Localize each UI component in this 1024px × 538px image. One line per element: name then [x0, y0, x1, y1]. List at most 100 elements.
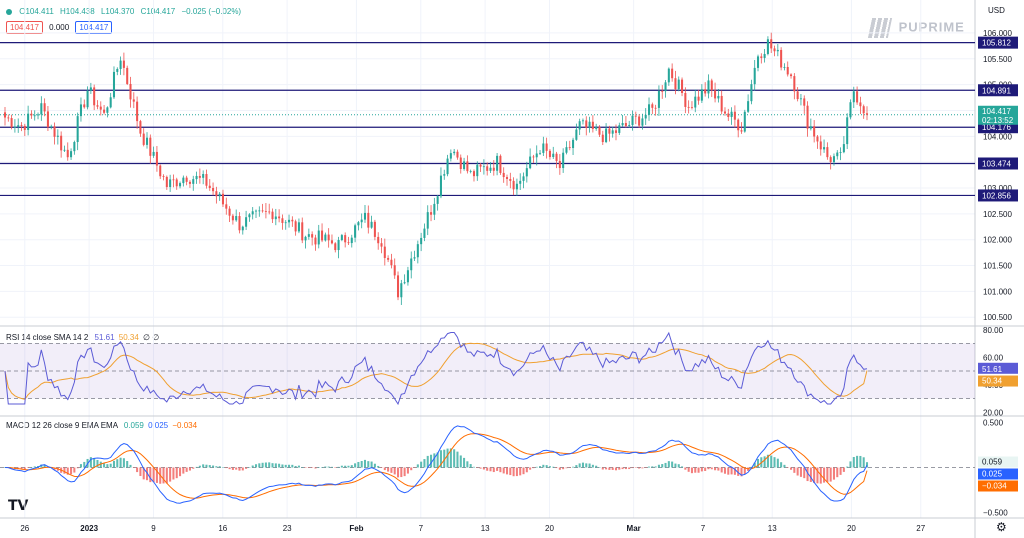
- candle-body: [410, 258, 413, 271]
- ask-badge[interactable]: 104.417: [75, 21, 113, 34]
- macd-histogram-bar: [400, 467, 403, 478]
- candle-body: [390, 259, 393, 266]
- candle-body: [198, 175, 201, 178]
- price-tick-label: 101.000: [983, 287, 1012, 296]
- ohlc-close: C104.417: [140, 7, 176, 16]
- candle-body: [278, 216, 281, 219]
- candle-body: [264, 211, 267, 212]
- macd-histogram-bar: [324, 466, 327, 468]
- macd-histogram-bar: [377, 465, 380, 468]
- time-tick-label: 20: [847, 524, 856, 533]
- level-badge-label: 105.812: [982, 39, 1011, 48]
- candle-body: [218, 193, 221, 197]
- candle-body: [367, 212, 370, 228]
- macd-histogram-bar: [581, 462, 584, 468]
- time-axis[interactable]: 26 2023 9 16 23 Feb 7 13 20 Mar 7 13 20 27: [20, 524, 925, 533]
- price-tick-label: 102.500: [983, 210, 1012, 219]
- macd-histogram-bar: [357, 461, 360, 468]
- candle-body: [796, 91, 799, 100]
- macd-histogram-bar: [145, 467, 149, 481]
- candle-body: [268, 211, 271, 213]
- macd-histogram-bar: [512, 467, 515, 477]
- macd-histogram-bar: [330, 466, 333, 468]
- candle-body: [393, 265, 396, 276]
- candle-body: [601, 134, 604, 143]
- macd-histogram-bar: [515, 467, 518, 477]
- macd-histogram-bar: [601, 467, 604, 470]
- candle-body: [254, 210, 258, 212]
- macd-histogram-bar: [611, 467, 614, 470]
- macd-histogram-bar: [608, 467, 611, 470]
- settings-gear-icon[interactable]: ⚙: [996, 520, 1007, 534]
- candle-body: [641, 118, 644, 126]
- candle-body: [790, 74, 793, 77]
- macd-histogram-bar: [175, 467, 178, 479]
- candle-body: [403, 282, 406, 284]
- macd-histogram-bar: [354, 463, 357, 468]
- candle-body: [852, 91, 855, 103]
- macd-histogram-bar: [218, 466, 221, 468]
- macd-histogram-bar: [76, 467, 79, 469]
- macd-histogram-bar: [188, 467, 191, 471]
- macd-histogram-bar: [681, 466, 684, 468]
- candle-body: [99, 106, 102, 110]
- price-axis[interactable]: 106.000105.500105.000104.500104.000103.5…: [978, 29, 1018, 518]
- candle-body: [360, 219, 363, 223]
- candle-body: [730, 111, 733, 118]
- candle-body: [103, 109, 106, 113]
- macd-histogram-bar: [152, 467, 155, 483]
- macd-histogram-bar: [122, 458, 125, 468]
- candle-body: [723, 111, 727, 114]
- candle-body: [865, 113, 869, 115]
- candle-body: [37, 114, 40, 116]
- candle-body: [482, 166, 485, 168]
- candle-body: [832, 156, 835, 163]
- candle-body: [588, 121, 591, 128]
- macd-histogram-bar: [423, 459, 426, 468]
- macd-title: MACD 12 26 close 9 EMA EMA: [6, 421, 118, 430]
- macd-histogram-bar: [790, 467, 793, 470]
- macd-histogram-bar: [572, 466, 575, 468]
- macd-histogram-bar: [304, 467, 307, 468]
- candle-body: [330, 240, 333, 244]
- macd-histogram-bar: [33, 466, 36, 468]
- macd-histogram-bar: [657, 464, 660, 468]
- candle-body: [809, 126, 812, 129]
- macd-histogram-bar: [136, 467, 139, 473]
- macd-histogram-bar: [416, 464, 419, 468]
- candle-body: [608, 128, 611, 134]
- candle-body: [740, 130, 743, 132]
- currency-label[interactable]: USD: [988, 6, 1005, 15]
- macd-histogram-bar: [628, 467, 631, 470]
- candle-body: [324, 234, 327, 241]
- macd-histogram-bar: [780, 462, 783, 468]
- macd-histogram-bar: [813, 467, 816, 483]
- candle-body: [707, 80, 710, 94]
- candle-body: [76, 116, 79, 143]
- candle-body: [505, 177, 509, 179]
- candle-body: [700, 89, 703, 101]
- rsi-sma-badge: [978, 375, 1018, 387]
- macd-histogram-bar: [770, 455, 773, 468]
- candle-body: [231, 215, 234, 221]
- time-tick-label: 23: [283, 524, 292, 533]
- macd-histogram-bar: [865, 462, 869, 468]
- macd-histogram-bar: [529, 467, 532, 470]
- macd-histogram-bar: [334, 467, 337, 468]
- macd-histogram-bar: [776, 458, 779, 468]
- macd-histogram-bar: [99, 461, 102, 468]
- macd-histogram-bar: [687, 467, 690, 472]
- candle-body: [770, 39, 773, 49]
- candle-body: [704, 89, 707, 94]
- macd-histogram-bar: [502, 467, 505, 474]
- macd-value-badge: [978, 468, 1018, 480]
- candle-body: [591, 121, 594, 129]
- candle-body: [694, 96, 697, 108]
- macd-histogram-bar: [578, 463, 581, 468]
- candle-body: [363, 212, 367, 220]
- macd-histogram-bar: [221, 467, 225, 468]
- candle-body: [628, 124, 631, 126]
- grid-lines: [0, 0, 975, 518]
- macd-histogram-bar: [690, 467, 693, 474]
